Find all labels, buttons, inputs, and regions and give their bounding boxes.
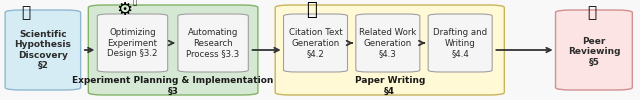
FancyBboxPatch shape — [275, 5, 504, 95]
Text: 🔵: 🔵 — [133, 0, 137, 5]
Text: 🔍: 🔍 — [587, 6, 596, 20]
FancyBboxPatch shape — [88, 5, 258, 95]
FancyBboxPatch shape — [556, 10, 632, 90]
FancyBboxPatch shape — [5, 10, 81, 90]
Text: Scientific
Hypothesis
Discovery
§2: Scientific Hypothesis Discovery §2 — [15, 30, 71, 70]
Text: ⚙️: ⚙️ — [117, 1, 134, 19]
Text: Optimizing
Experiment
Design §3.2: Optimizing Experiment Design §3.2 — [108, 28, 157, 58]
Text: Citation Text
Generation
§4.2: Citation Text Generation §4.2 — [289, 28, 342, 58]
Text: Automating
Research
Process §3.3: Automating Research Process §3.3 — [186, 28, 240, 58]
Text: Experiment Planning & Implementation
§3: Experiment Planning & Implementation §3 — [72, 76, 274, 96]
Text: Related Work
Generation
§4.3: Related Work Generation §4.3 — [359, 28, 417, 58]
Text: 📝: 📝 — [306, 1, 316, 19]
Text: Drafting and
Writing
§4.4: Drafting and Writing §4.4 — [433, 28, 487, 58]
Text: 💡: 💡 — [21, 6, 30, 20]
Text: Peer
Reviewing
§5: Peer Reviewing §5 — [568, 37, 620, 67]
FancyBboxPatch shape — [284, 14, 348, 72]
Text: Paper Writing
§4: Paper Writing §4 — [355, 76, 425, 96]
FancyBboxPatch shape — [97, 14, 168, 72]
FancyBboxPatch shape — [356, 14, 420, 72]
FancyBboxPatch shape — [178, 14, 248, 72]
FancyBboxPatch shape — [428, 14, 492, 72]
